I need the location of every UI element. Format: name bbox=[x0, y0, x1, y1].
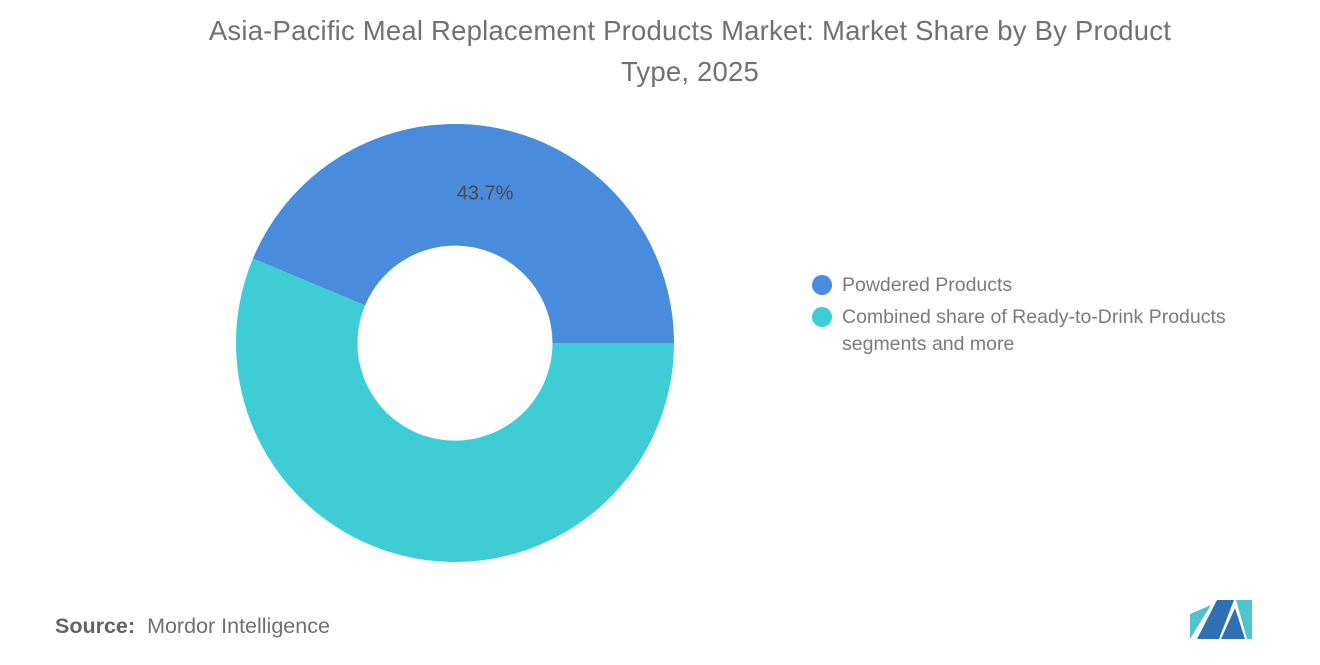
source-row: Source: Mordor Intelligence bbox=[55, 614, 330, 639]
donut-chart[interactable]: 43.7% bbox=[235, 108, 675, 578]
legend-item-powdered-products[interactable]: Powdered Products bbox=[812, 272, 1287, 299]
slice-value-label: 43.7% bbox=[457, 183, 514, 205]
logo-blue-triangle bbox=[1221, 608, 1245, 639]
legend: Powdered Products Combined share of Read… bbox=[812, 272, 1287, 358]
legend-item-ready-to-drink[interactable]: Combined share of Ready-to-Drink Product… bbox=[812, 304, 1287, 358]
mordor-intelligence-logo-icon bbox=[1190, 600, 1252, 639]
chart-title: Asia-Pacific Meal Replacement Products M… bbox=[60, 10, 1320, 92]
legend-marker bbox=[812, 307, 832, 327]
legend-marker bbox=[812, 275, 832, 295]
logo-teal-column bbox=[1236, 600, 1252, 639]
donut-slice-2[interactable] bbox=[235, 258, 674, 562]
logo-teal-wedge bbox=[1190, 605, 1211, 639]
donut-slice-1[interactable] bbox=[252, 123, 674, 343]
source-text: Mordor Intelligence bbox=[147, 614, 330, 638]
legend-label: Combined share of Ready-to-Drink Product… bbox=[842, 306, 1226, 355]
legend-label: Powdered Products bbox=[842, 274, 1013, 296]
chart-title-line1: Asia-Pacific Meal Replacement Products M… bbox=[208, 15, 1172, 46]
chart-title-line2: Type, 2025 bbox=[620, 56, 760, 87]
source-label: Source: bbox=[55, 614, 136, 638]
donut-chart-area: 43.7% bbox=[235, 108, 675, 578]
logo-blue-band bbox=[1197, 600, 1234, 639]
